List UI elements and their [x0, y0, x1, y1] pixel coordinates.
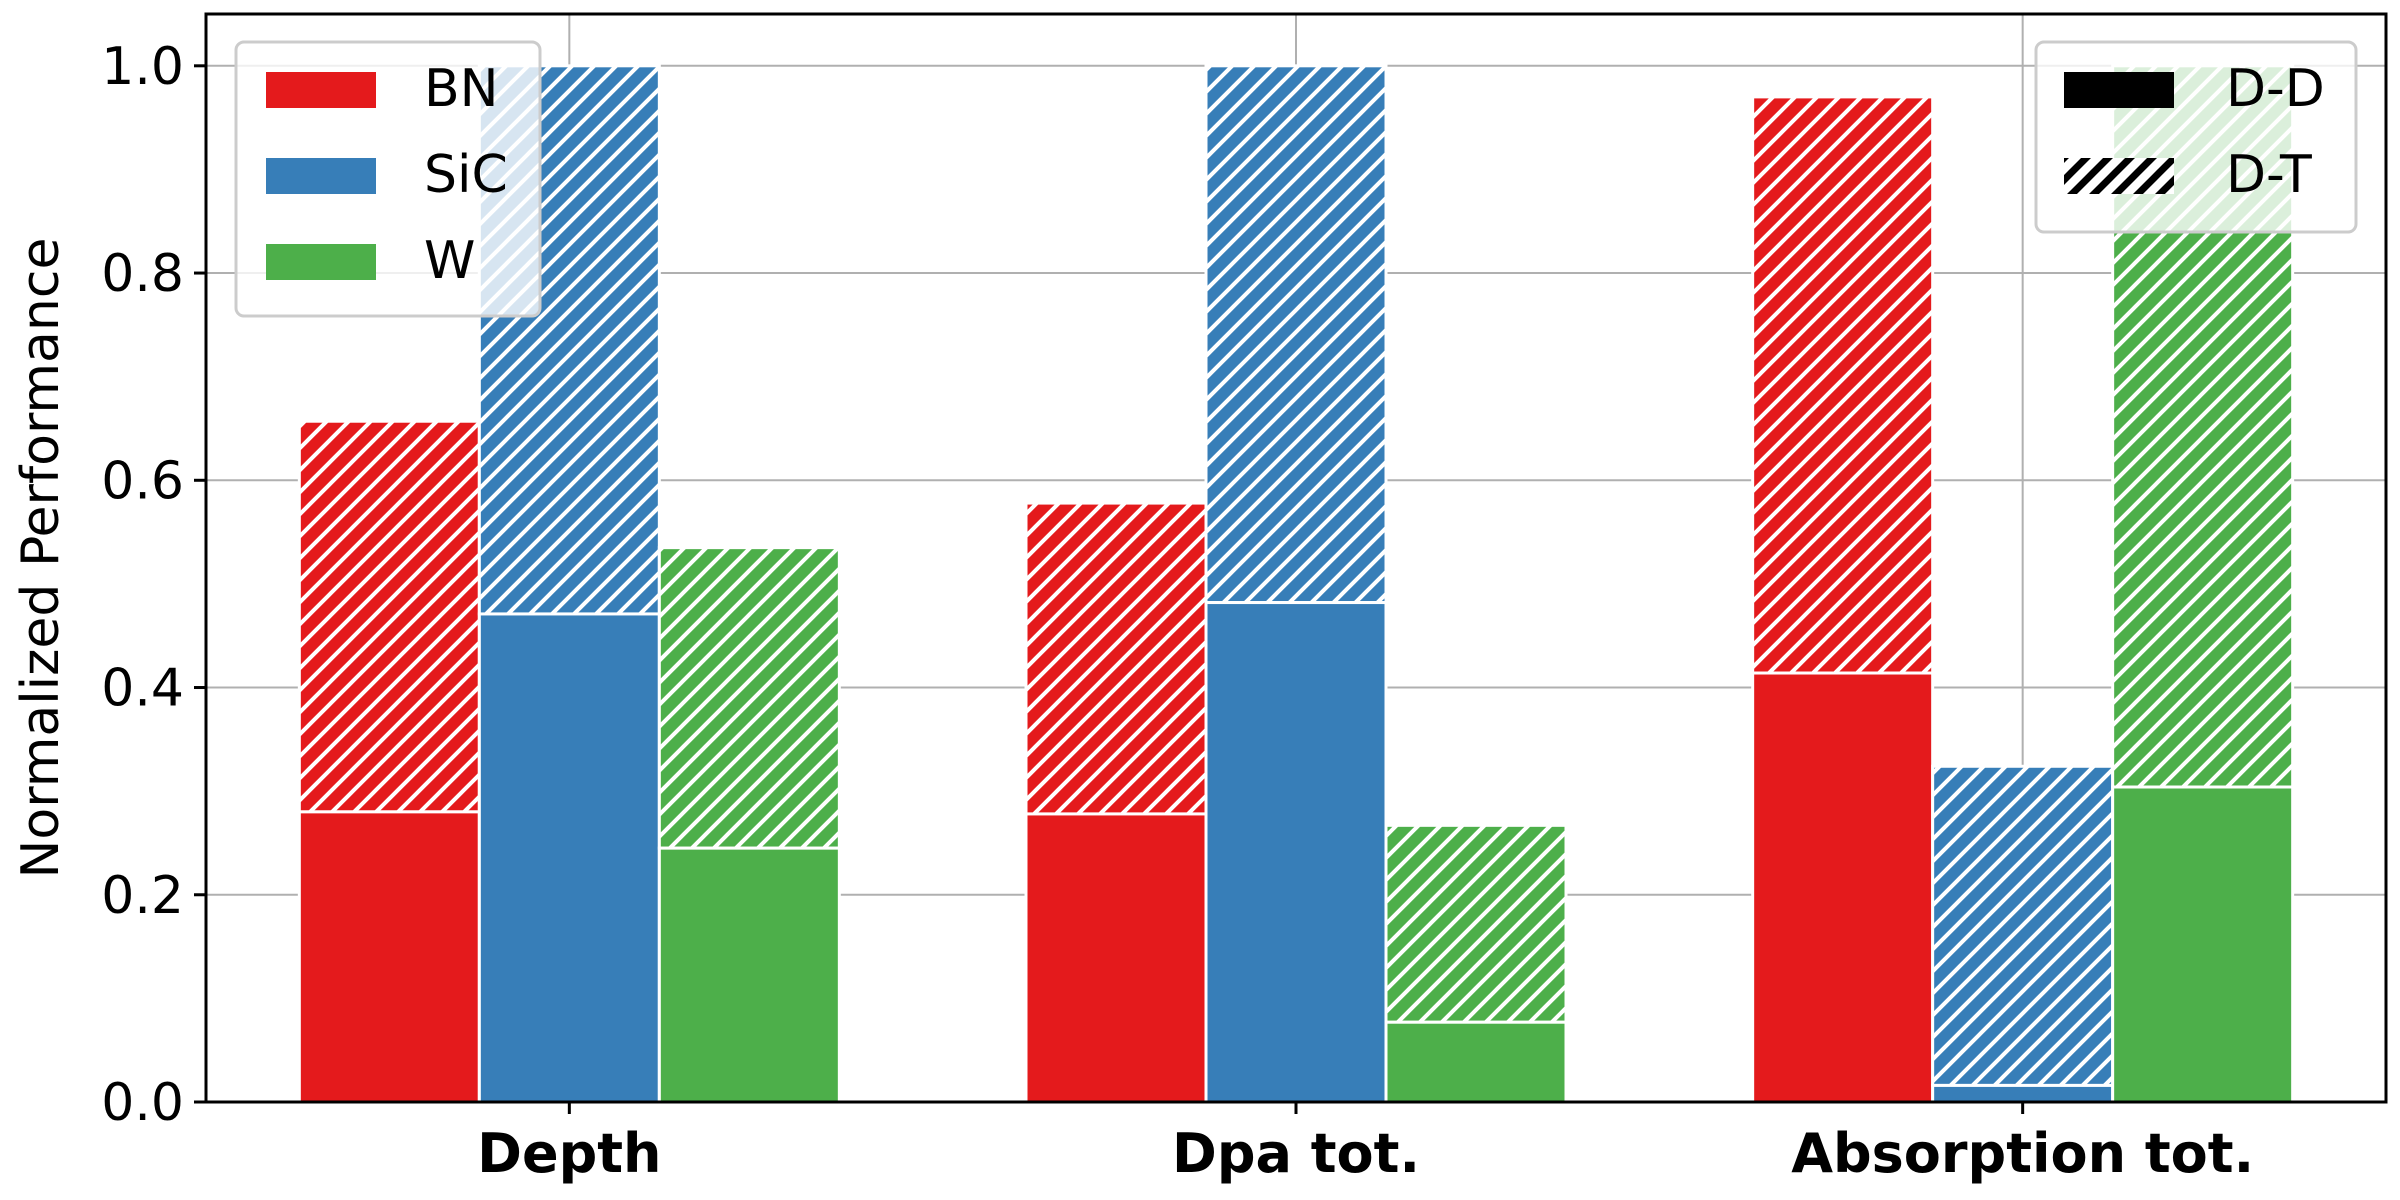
x-category-label: Depth — [477, 1122, 661, 1185]
y-tick-label: 0.8 — [101, 244, 184, 304]
y-tick-label: 0.0 — [101, 1073, 184, 1133]
y-tick-label: 1.0 — [101, 37, 184, 97]
bar-dd-sic — [1931, 1083, 2115, 1104]
bar-dt-hatch — [299, 421, 480, 812]
y-tick-label: 0.4 — [101, 659, 184, 719]
legend-swatch-sic — [266, 158, 376, 194]
legend-label-d-d: D-D — [2226, 59, 2325, 119]
bar-dd-bn — [1751, 671, 1935, 1104]
x-category-label: Dpa tot. — [1172, 1122, 1420, 1185]
bar-dd-sic — [477, 612, 661, 1104]
bar-dt-hatch — [1386, 825, 1566, 1023]
bar-dt-hatch — [659, 547, 840, 849]
y-tick-label: 0.6 — [101, 451, 184, 511]
bar-dd-bn — [1024, 812, 1208, 1104]
bar-dd-sic — [1204, 601, 1388, 1104]
y-tick-label: 0.2 — [101, 866, 184, 926]
legend-label-sic: SiC — [424, 145, 508, 205]
legend-sources: D-D D-T — [2034, 40, 2358, 234]
bar-dt-hatch — [1206, 65, 1386, 603]
x-category-label: Absorption tot. — [1791, 1122, 2254, 1185]
legend-label-d-t: D-T — [2226, 145, 2312, 205]
legend-materials: BN SiC W — [234, 40, 542, 318]
bar-dd-w — [2111, 785, 2295, 1104]
bar-dt-hatch — [1932, 766, 2113, 1086]
bar-dd-w — [657, 846, 841, 1104]
bar-dt-hatch — [1026, 503, 1206, 814]
bars — [297, 64, 2295, 1104]
axis-ticks: 0.0 0.2 0.4 0.6 0.8 1.0 Depth Dpa tot. Absorptio… — [101, 37, 2254, 1185]
legend-swatch-w — [266, 244, 376, 280]
bar-dt-hatch — [1752, 96, 1933, 674]
legend-swatch-d-d — [2064, 72, 2174, 108]
bar-dd-w — [1384, 1020, 1568, 1104]
legend-swatch-bn — [266, 72, 376, 108]
legend-label-bn: BN — [424, 59, 499, 119]
bar-dd-bn — [297, 810, 481, 1104]
legend-swatch-d-t — [2064, 158, 2174, 194]
y-axis-title: Normalized Performance — [11, 238, 71, 879]
legend-label-w: W — [424, 231, 475, 291]
